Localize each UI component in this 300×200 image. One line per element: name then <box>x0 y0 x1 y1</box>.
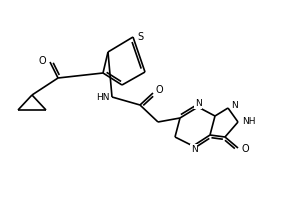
Text: N: N <box>190 144 197 154</box>
Text: NH: NH <box>242 117 256 127</box>
Text: S: S <box>137 32 143 42</box>
Text: O: O <box>242 144 250 154</box>
Text: N: N <box>195 99 201 108</box>
Text: O: O <box>156 85 164 95</box>
Text: HN: HN <box>97 94 110 102</box>
Text: O: O <box>38 56 46 66</box>
Text: N: N <box>231 100 238 110</box>
